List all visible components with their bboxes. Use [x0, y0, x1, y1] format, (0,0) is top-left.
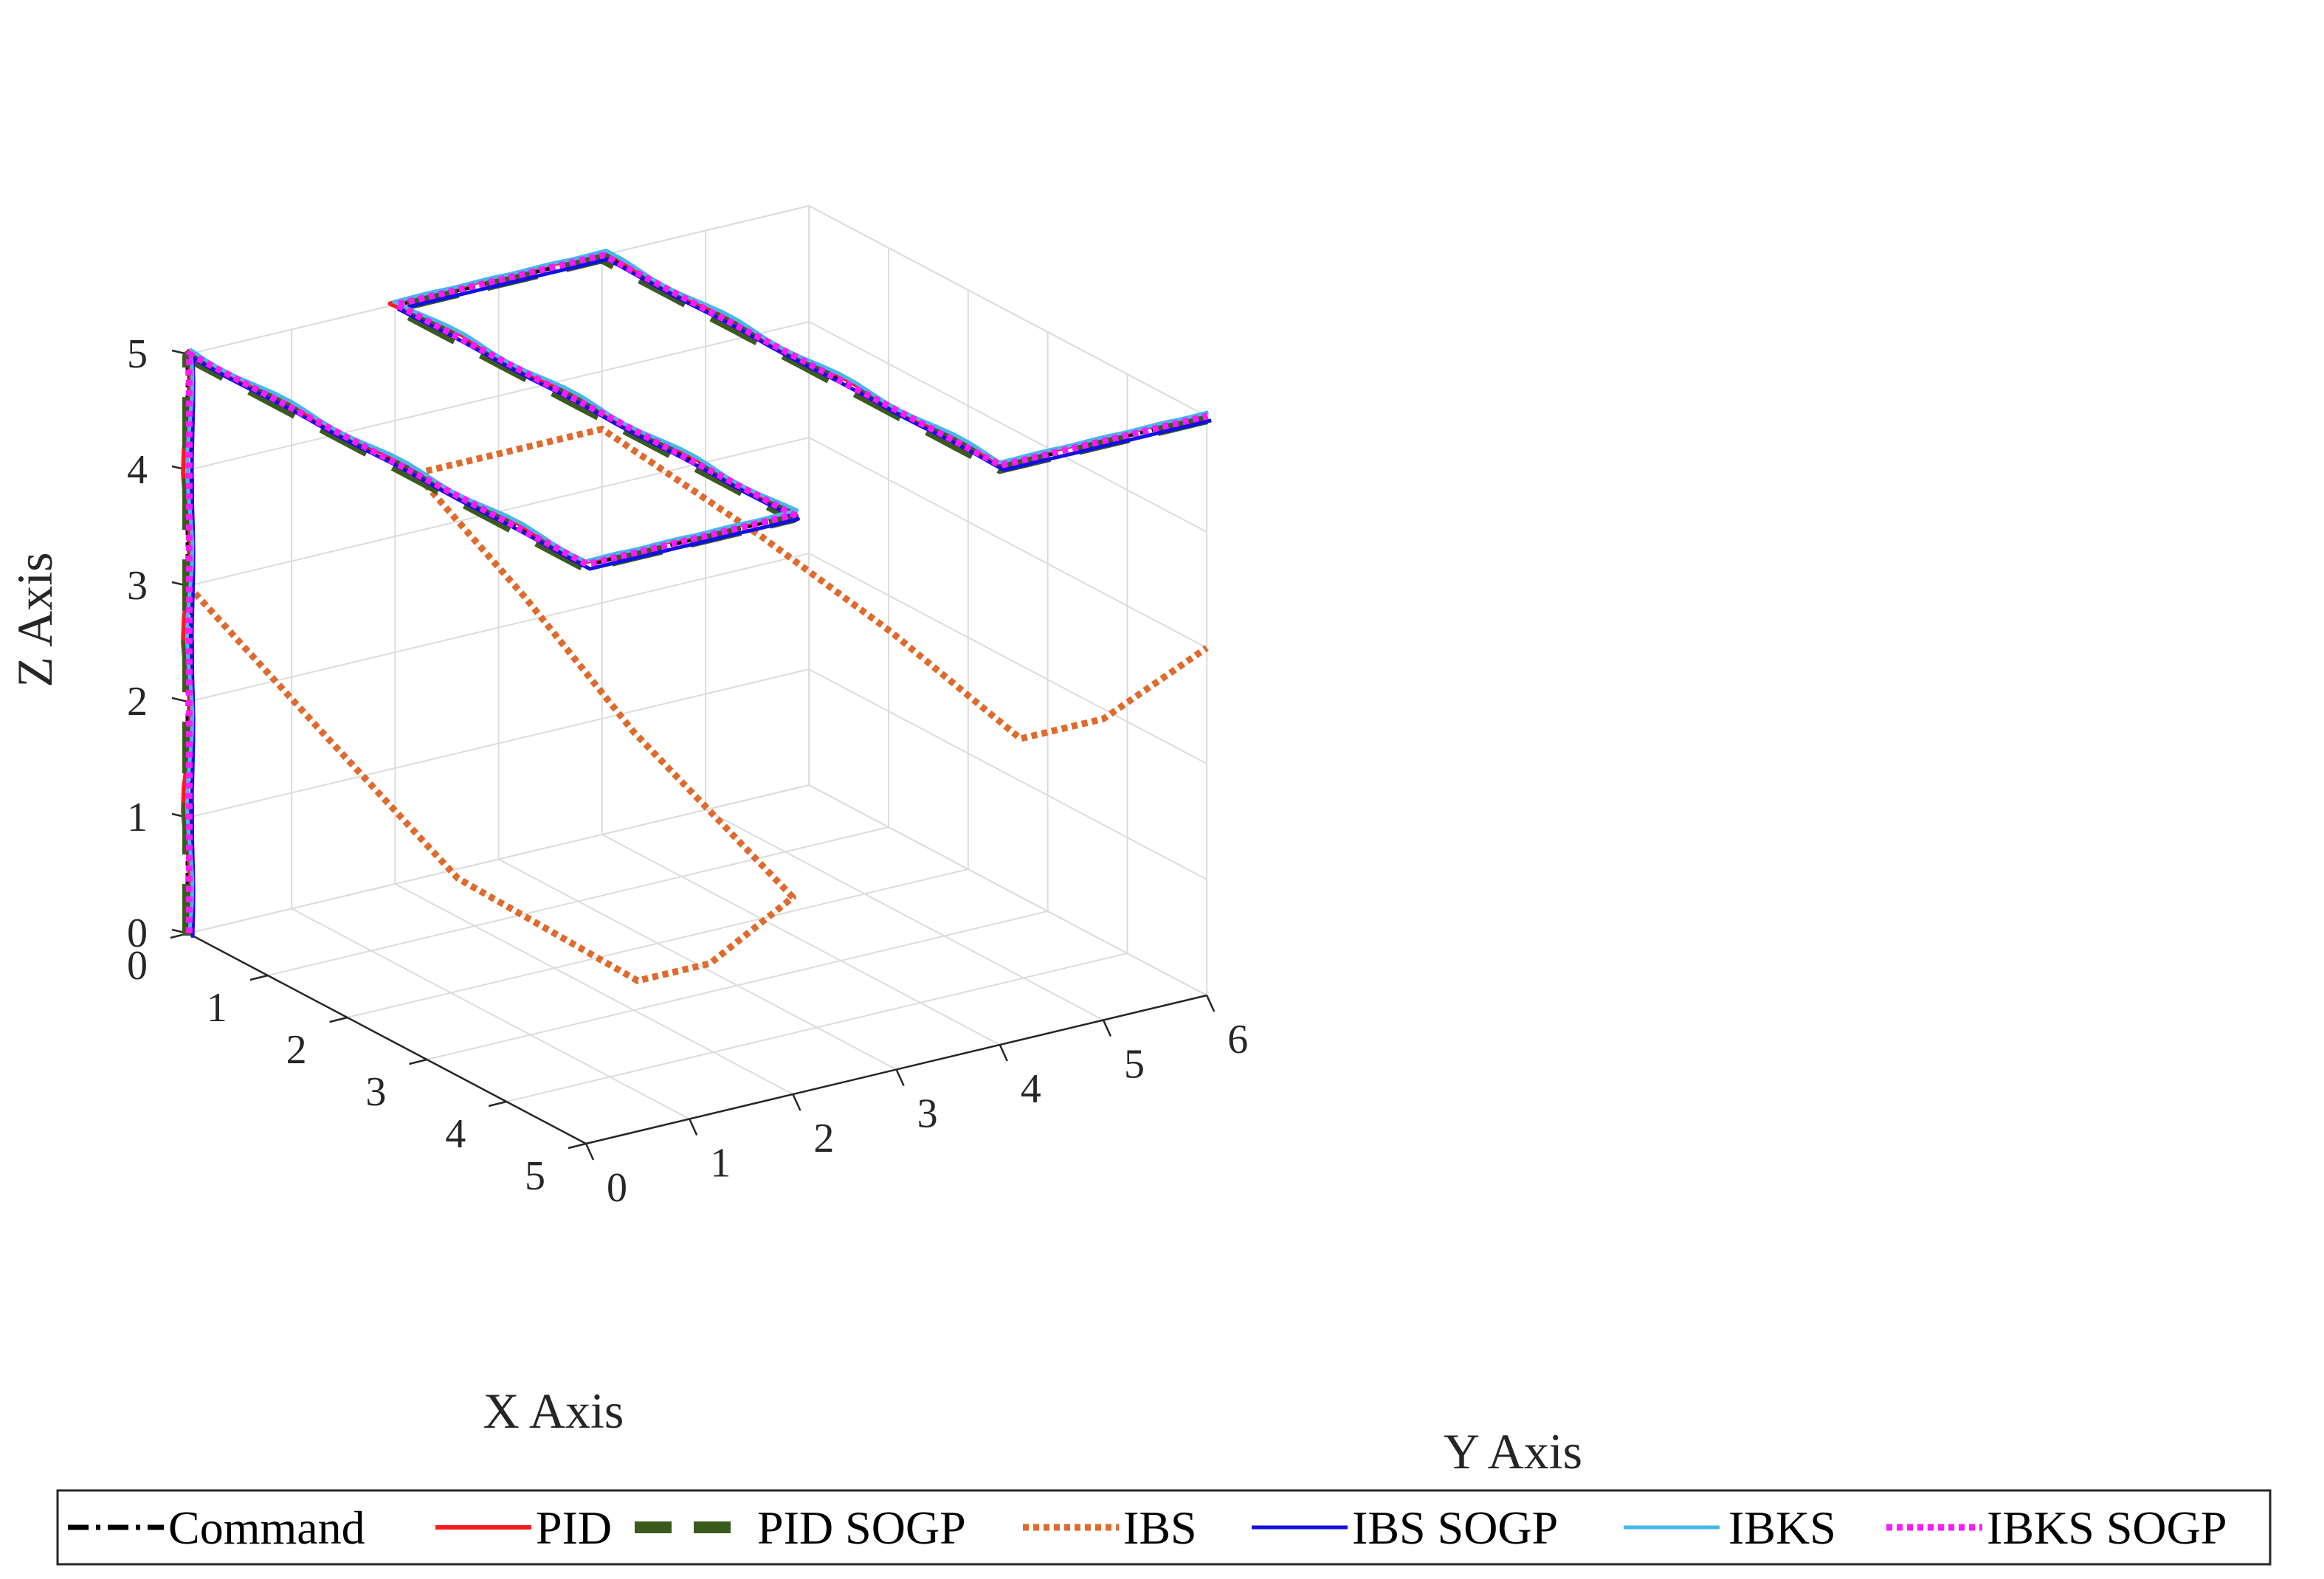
grid-line-backwall-z [808, 668, 1207, 880]
y-tick-mark [895, 1068, 905, 1087]
y-tick-mark [1102, 1019, 1112, 1037]
y-tick-label: 2 [813, 1116, 834, 1161]
grid-line-backwall-z [808, 553, 1207, 764]
z-tick-label: 3 [127, 563, 148, 609]
y-tick-mark [1206, 995, 1216, 1012]
grid-line-sidewall-z [187, 784, 810, 934]
y-tick-label: 0 [607, 1165, 627, 1211]
series-line-ibks-sogp [185, 252, 1209, 933]
y-axis-label: Y Axis [1444, 1423, 1582, 1479]
legend-label-ibs-sogp: IBS SOGP [1352, 1502, 1558, 1554]
grid-line-floor-y [394, 883, 793, 1095]
x-tick-label: 3 [365, 1069, 386, 1115]
z-tick-label: 2 [127, 679, 148, 725]
z-tick-label: 0 [127, 911, 148, 956]
y-tick-label: 1 [710, 1141, 731, 1186]
grid-line-backwall-z [808, 437, 1207, 649]
frame-top-right [808, 205, 1207, 417]
tick-labels: 0 1 2 3 4 5 0 1 2 3 4 5 6 0 1 2 3 4 5 [127, 331, 1248, 1211]
legend-label-ibs: IBS [1123, 1502, 1197, 1554]
legend-label-pid-sogp: PID SOGP [757, 1502, 966, 1554]
x-tick-label: 0 [127, 943, 148, 989]
series-line-pid [181, 249, 1207, 932]
series-line-ibks [185, 249, 1209, 930]
y-tick-mark [689, 1118, 698, 1136]
z-tick-label: 4 [127, 447, 148, 493]
x-tick-label: 4 [445, 1111, 466, 1157]
grid-line-floor-y [291, 908, 690, 1120]
series-line-command [185, 252, 1208, 933]
grid-line-sidewall-z [187, 553, 810, 702]
x-tick-mark [249, 974, 269, 981]
series-line-pid-sogp [182, 252, 1209, 936]
grid-line-sidewall-z [187, 668, 810, 818]
y-tick-label: 6 [1227, 1017, 1248, 1063]
z-axis-label: Z Axis [7, 552, 63, 687]
grid-line-floor-y [601, 834, 1001, 1046]
x-axis-label: X Axis [483, 1383, 624, 1439]
y-tick-mark [792, 1093, 801, 1111]
y-tick-label: 3 [917, 1091, 938, 1137]
legend: Command PID PID SOGP IBS IBS SOGP IBKS IBKS SO… [56, 1489, 2272, 1566]
legend-label-pid: PID [536, 1502, 612, 1554]
legend-label-command: Command [168, 1502, 365, 1554]
plot-series [181, 249, 1212, 984]
y-tick-mark [585, 1143, 595, 1161]
y-tick-label: 4 [1021, 1066, 1041, 1112]
axes-box [170, 349, 1216, 1161]
x-axis-line [187, 932, 587, 1145]
x-tick-mark [488, 1100, 507, 1108]
legend-label-ibks: IBKS [1728, 1502, 1836, 1554]
z-tick-label: 1 [127, 795, 148, 840]
z-tick-mark [171, 697, 189, 703]
series-line-ibs [185, 426, 1209, 984]
grid [187, 205, 1208, 1144]
y-tick-label: 5 [1124, 1042, 1145, 1088]
x-tick-label: 1 [207, 985, 227, 1031]
z-tick-label: 5 [127, 331, 148, 377]
grid-line-sidewall-z [187, 321, 810, 471]
grid-line-backwall-z [808, 784, 1207, 996]
y-tick-mark [999, 1044, 1008, 1062]
grid-line-floor-y [705, 809, 1104, 1021]
x-tick-mark [568, 1142, 587, 1150]
grid-line-backwall-z [808, 321, 1207, 533]
series-line-ibs-sogp [190, 257, 1212, 938]
x-tick-label: 2 [286, 1027, 307, 1073]
x-tick-mark [329, 1016, 348, 1023]
x-tick-label: 5 [525, 1153, 545, 1199]
legend-label-ibks-sogp: IBKS SOGP [1987, 1502, 2227, 1554]
x-tick-mark [409, 1058, 427, 1065]
